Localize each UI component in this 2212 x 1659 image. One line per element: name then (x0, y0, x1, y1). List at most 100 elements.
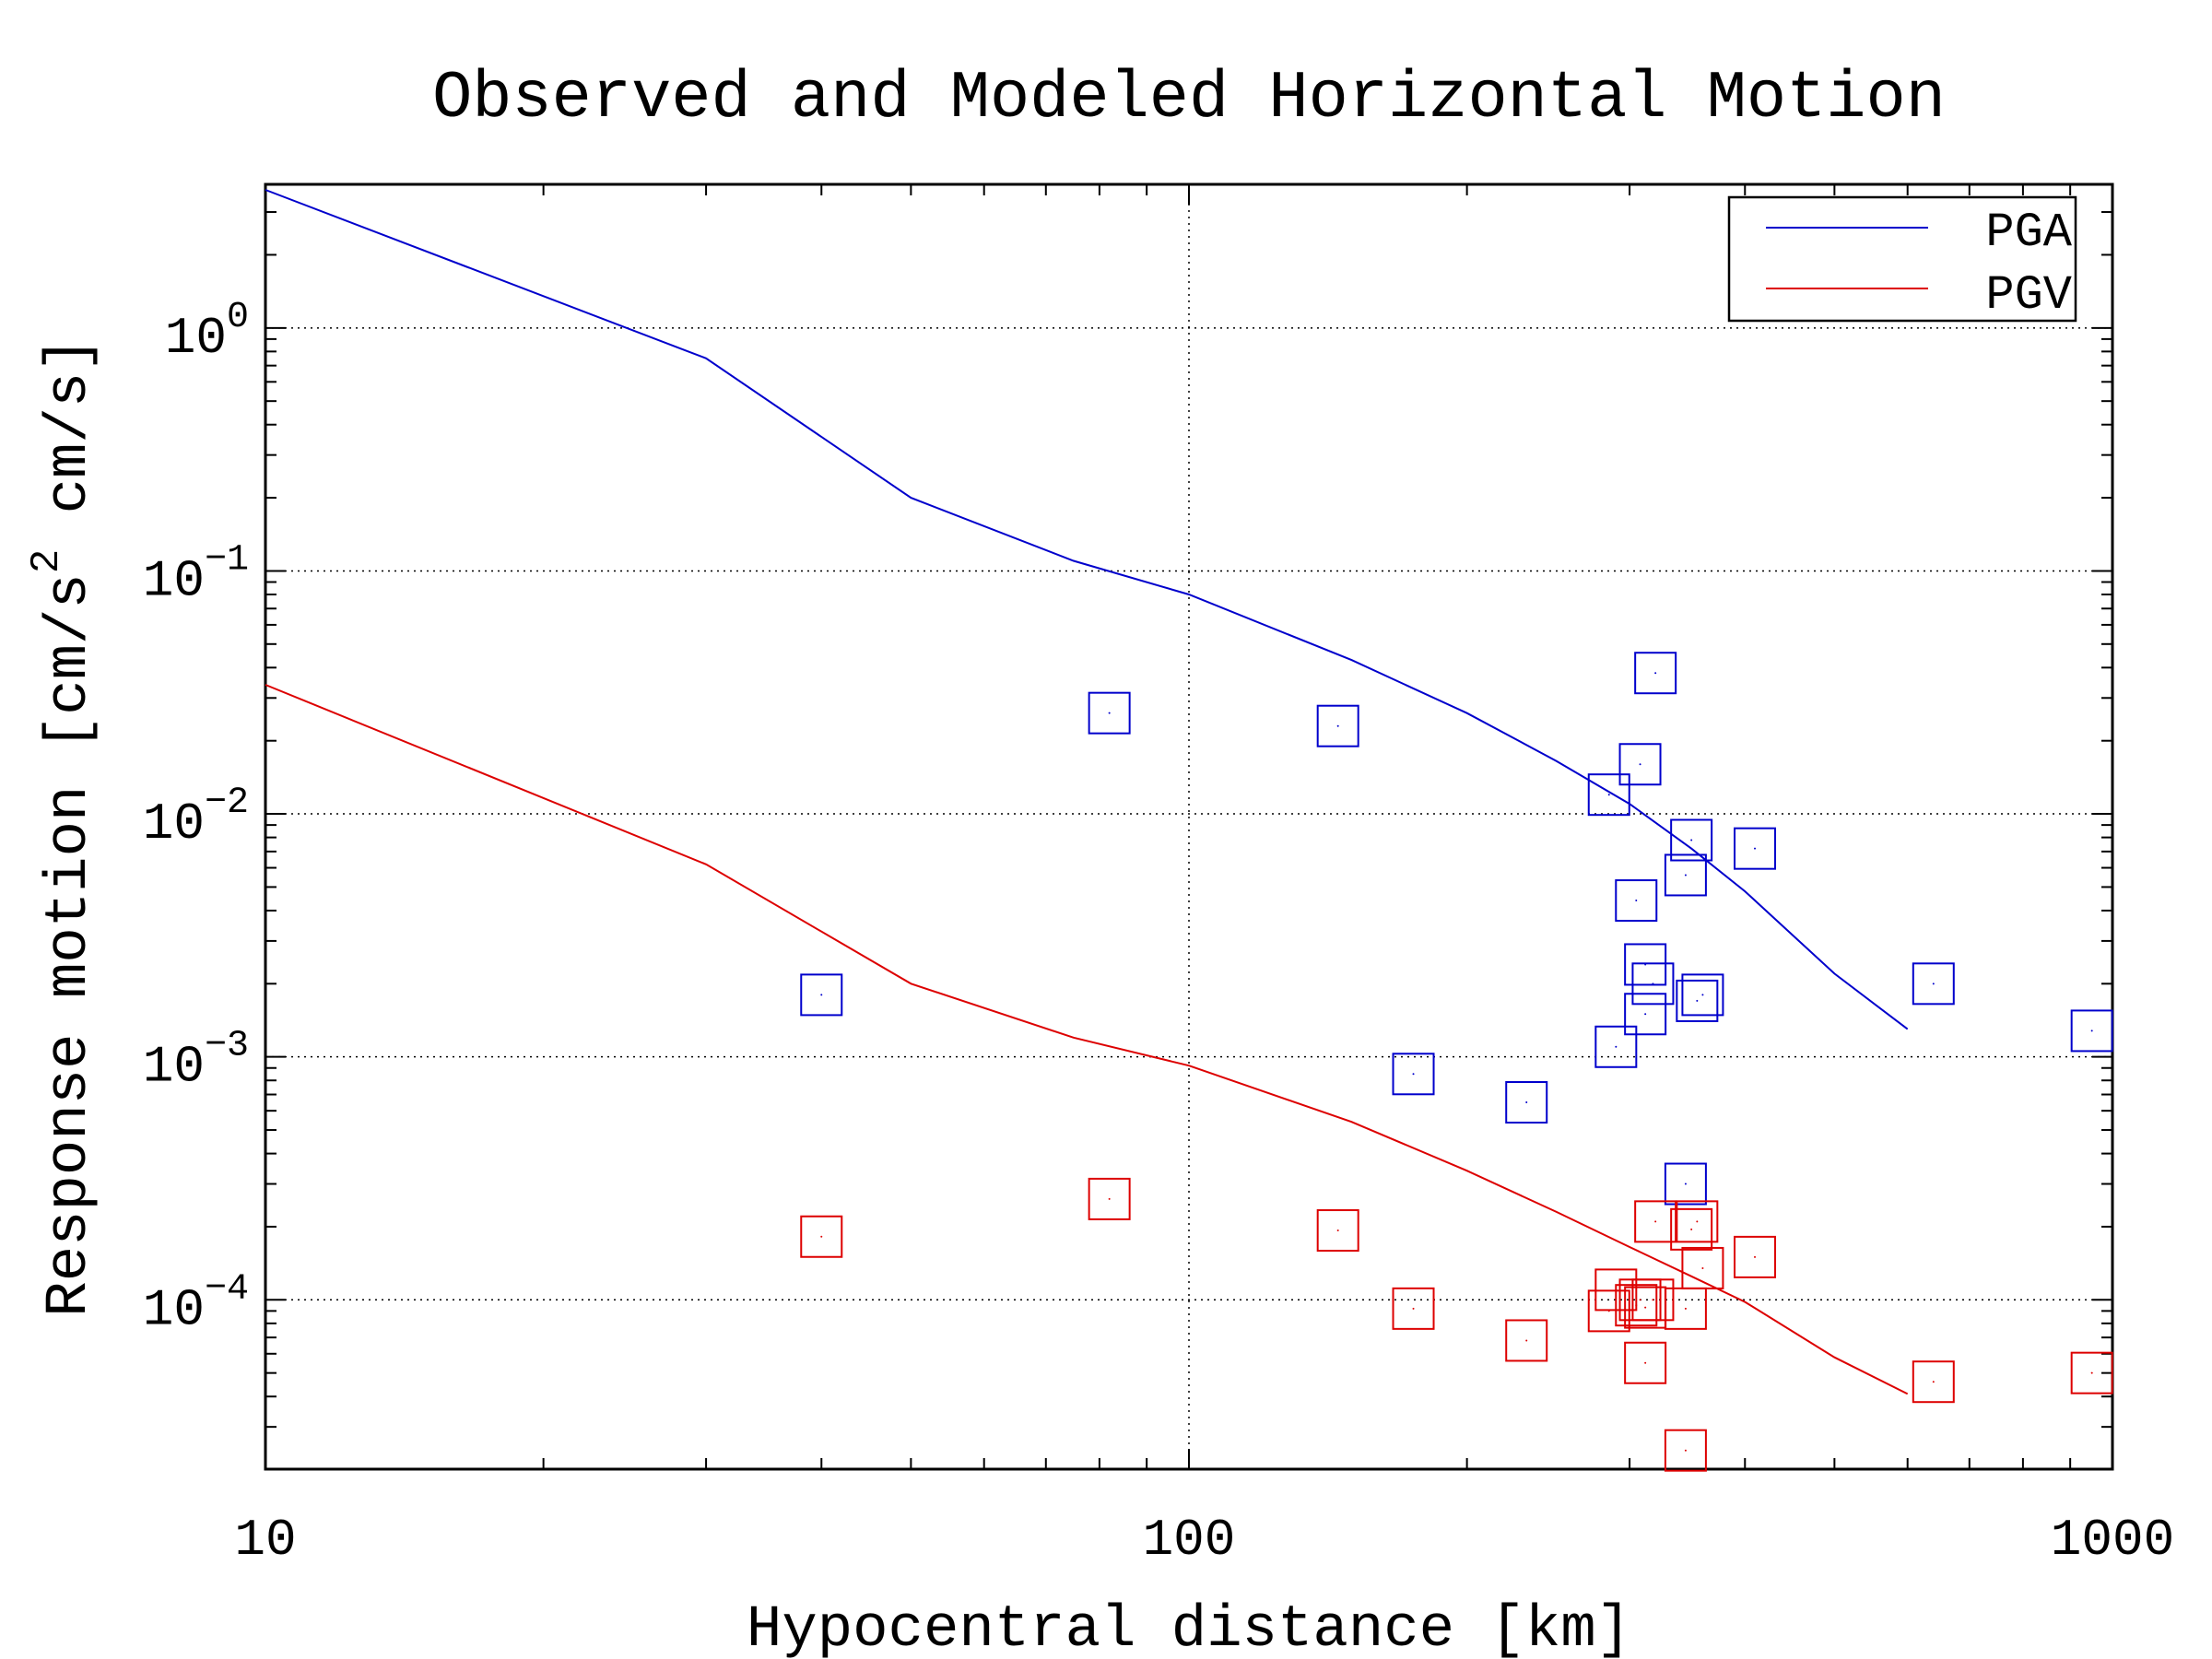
marker-pgv (1670, 1207, 1713, 1251)
marker-dot-pgv (1639, 1299, 1641, 1301)
marker-pgv (1392, 1287, 1435, 1330)
y-tick-label-exponent: −1 (205, 539, 249, 581)
marker-dot-pgv (1654, 1220, 1657, 1223)
marker-pgv (1664, 1429, 1707, 1472)
marker-dot-pgv (1701, 1266, 1704, 1269)
y-axis-label-main: Response motion [cm/s (37, 573, 103, 1317)
marker-pgv (1631, 1278, 1675, 1322)
marker-dot-pgv (1696, 1220, 1699, 1223)
marker-pga (1505, 1081, 1548, 1124)
y-tick-label: 100 (165, 297, 249, 368)
marker-pgv (1676, 1200, 1719, 1243)
legend-label-pgv: PGV (1985, 268, 2072, 323)
y-tick-label-base: 10 (143, 551, 205, 610)
model-lines (265, 189, 1909, 1395)
plot-frame (264, 182, 2114, 1471)
legend: PGA PGV (1727, 195, 2077, 323)
y-tick-label: 10−1 (143, 539, 249, 610)
marker-dot-pgv (1412, 1307, 1415, 1310)
marker-pgv (1615, 1284, 1658, 1327)
y-axis-label-tail: cm/s] (37, 336, 103, 548)
marker-dot-pgv (1652, 1299, 1654, 1301)
marker-pgv (1505, 1319, 1548, 1362)
x-tick-labels: 10 100 1000 (234, 1511, 2174, 1570)
marker-pgv (2070, 1351, 2113, 1394)
y-tick-label: 10−3 (143, 1026, 249, 1097)
legend-box (1727, 195, 2077, 323)
marker-dot-pga (1336, 724, 1339, 727)
marker-dot-pga (2090, 1030, 2093, 1032)
marker-dot-pga (1525, 1101, 1528, 1104)
marker-dot-pga (1635, 900, 1638, 902)
marker-pga (1681, 973, 1724, 1017)
x-tick-label: 100 (1143, 1511, 1236, 1570)
marker-dot-pga (1644, 1013, 1647, 1016)
model-line-pga (265, 189, 1909, 1030)
y-tick-label-exponent: −4 (205, 1268, 249, 1310)
marker-pga (1670, 818, 1713, 862)
y-tick-label: 10−4 (143, 1268, 249, 1339)
y-axis-label: Response motion [cm/s2 cm/s] (24, 336, 103, 1316)
marker-pgv (1624, 1341, 1667, 1384)
y-tick-label-exponent: −2 (205, 782, 249, 824)
marker-dot-pga (1684, 874, 1687, 877)
marker-pga (1664, 853, 1707, 897)
marker-pga (1624, 993, 1667, 1036)
marker-dot-pga (1639, 763, 1641, 766)
marker-pga (1912, 962, 1955, 1006)
marker-pgv (1634, 1200, 1677, 1243)
y-tick-label-exponent: −3 (205, 1026, 249, 1067)
marker-pga (1634, 652, 1677, 695)
marker-dot-pga (820, 994, 823, 996)
marker-pga (1587, 773, 1630, 817)
marker-pgv (800, 1215, 843, 1258)
marker-pgv (1912, 1360, 1955, 1404)
chart-title: Observed and Modeled Horizontal Motion (432, 61, 1946, 136)
marker-pga (1664, 1162, 1707, 1206)
axis-ticks (265, 184, 2112, 1469)
marker-pga (1631, 962, 1675, 1006)
observation-markers (800, 652, 2113, 1472)
y-tick-label-exponent: 0 (227, 297, 249, 338)
marker-pga (1316, 704, 1359, 747)
marker-dot-pga (1932, 982, 1935, 985)
marker-dot-pgv (1108, 1197, 1111, 1200)
marker-dot-pga (1615, 1045, 1618, 1048)
marker-dot-pgv (1932, 1381, 1935, 1383)
marker-pga (1392, 1053, 1435, 1096)
marker-dot-pga (1412, 1073, 1415, 1076)
marker-dot-pgv (1644, 1361, 1647, 1364)
marker-dot-pgv (1644, 1306, 1647, 1309)
marker-dot-pgv (1684, 1449, 1687, 1452)
y-axis-label-superscript: 2 (24, 549, 70, 573)
marker-dot-pga (1701, 994, 1704, 996)
x-tick-label: 10 (234, 1511, 296, 1570)
marker-dot-pgv (1635, 1304, 1638, 1307)
marker-pga (1676, 979, 1719, 1022)
marker-dot-pga (1607, 794, 1610, 796)
marker-dot-pgv (1525, 1339, 1528, 1342)
marker-dot-pgv (1690, 1228, 1693, 1230)
marker-dot-pgv (1684, 1307, 1687, 1310)
marker-dot-pgv (820, 1235, 823, 1238)
marker-pgv (1316, 1209, 1359, 1253)
y-tick-label-base: 10 (143, 1038, 205, 1097)
marker-pgv (1681, 1246, 1724, 1289)
marker-dot-pga (1690, 839, 1693, 841)
marker-dot-pga (1684, 1182, 1687, 1185)
x-tick-label: 1000 (2051, 1511, 2174, 1570)
marker-pga (1088, 691, 1131, 735)
y-tick-label: 10−2 (143, 782, 249, 853)
marker-pga (1594, 1025, 1638, 1068)
marker-dot-pga (1696, 999, 1699, 1002)
marker-pgv (1734, 1235, 1777, 1278)
marker-pga (1624, 943, 1667, 986)
marker-dot-pga (1754, 847, 1757, 850)
marker-dot-pgv (2090, 1371, 2093, 1374)
model-line-pgv (265, 684, 1909, 1395)
legend-label-pga: PGA (1985, 206, 2072, 260)
marker-dot-pgv (1754, 1255, 1757, 1258)
marker-pga (2070, 1009, 2113, 1053)
